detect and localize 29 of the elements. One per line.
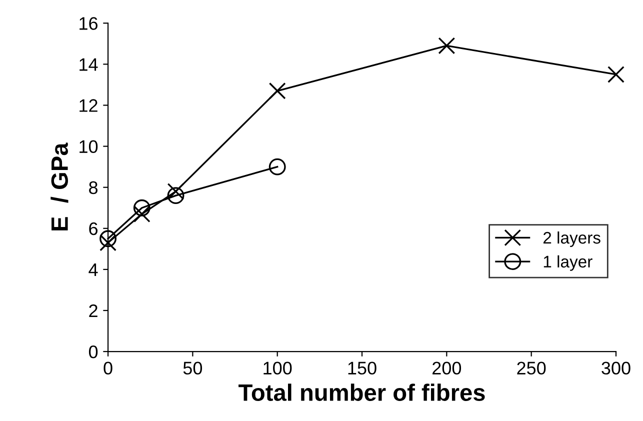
y-tick-label: 4 xyxy=(88,264,98,276)
point xyxy=(438,37,456,54)
y-tick-label: 14 xyxy=(80,58,98,71)
x-tick-label: 0 xyxy=(104,362,112,375)
point xyxy=(100,230,116,248)
y-tick-label: 2 xyxy=(89,304,98,318)
legend-label: 1 layer xyxy=(544,255,592,271)
x-axis-title: Total number of fibres xyxy=(238,384,485,401)
x-tick-label: 150 xyxy=(348,362,376,375)
x-tick-label: 300 xyxy=(602,362,630,375)
point xyxy=(268,82,286,100)
legend-label: 2 layers xyxy=(543,231,600,247)
x-tick-label: 200 xyxy=(432,362,462,375)
x-tick-label: 100 xyxy=(264,362,292,375)
point xyxy=(133,206,150,222)
y-axis-title: E / GPa xyxy=(50,142,68,230)
point xyxy=(133,199,150,216)
y-tick-label: 12 xyxy=(80,99,98,112)
y-tick-label: 8 xyxy=(89,181,98,194)
x-tick-label: 50 xyxy=(183,362,202,375)
y-tick-label: 16 xyxy=(80,17,98,30)
y-tick-label: 10 xyxy=(80,140,98,154)
y-tick-label: 0 xyxy=(88,345,98,358)
point xyxy=(608,66,624,83)
point xyxy=(100,234,116,252)
y-tick-label: 6 xyxy=(89,222,98,236)
point xyxy=(268,158,286,176)
point xyxy=(167,187,184,204)
x-tick-label: 250 xyxy=(517,362,546,375)
